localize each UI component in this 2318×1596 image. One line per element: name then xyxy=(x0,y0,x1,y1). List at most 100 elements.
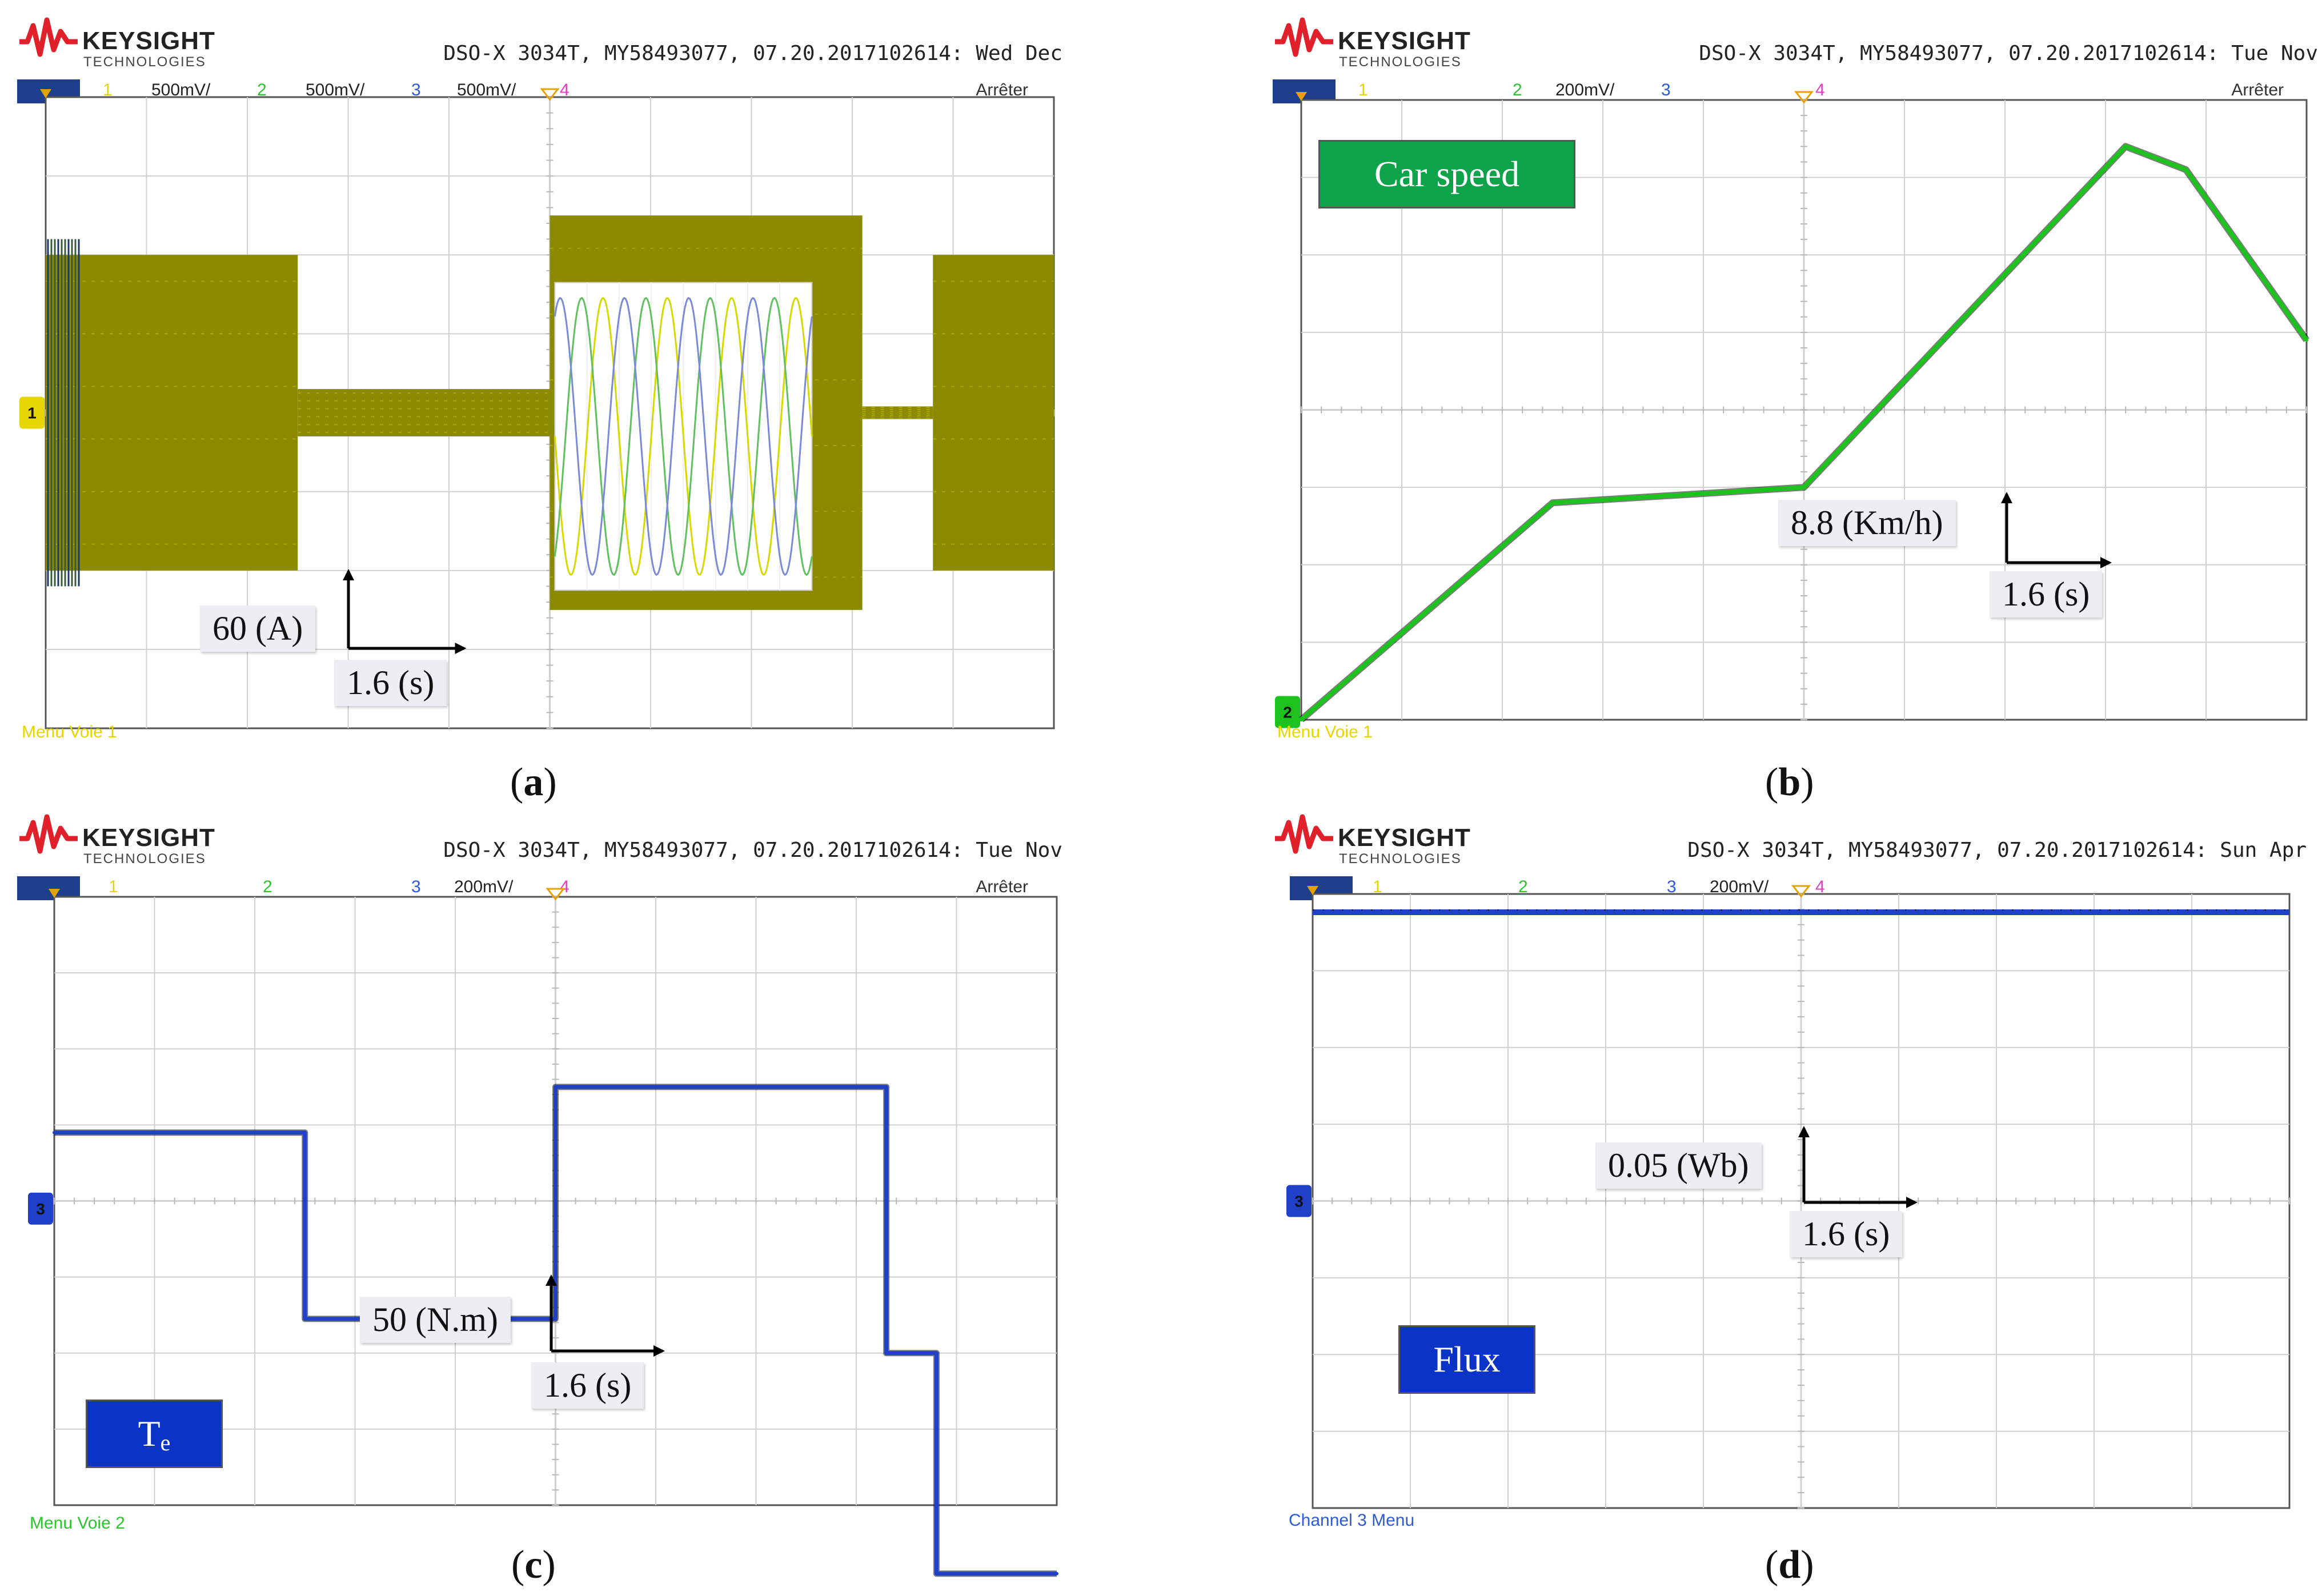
ch3-number[interactable]: 3 xyxy=(1661,81,1671,99)
data-point xyxy=(1055,1571,1058,1575)
date-text: Tue Nov xyxy=(976,839,1062,862)
ground-marker-label: 3 xyxy=(1294,1193,1304,1210)
channel-menu-label[interactable]: Menu Voie 1 xyxy=(22,723,117,741)
scope-panel-a: KEYSIGHT TECHNOLOGIES DSO-X 3034T, MY584… xyxy=(17,14,1062,780)
x-scale-label: 1.6 (s) xyxy=(531,1362,644,1409)
time-ref-marker-icon xyxy=(1296,92,1307,101)
keysight-logo-icon xyxy=(1275,17,1333,57)
ch3-number[interactable]: 3 xyxy=(411,877,421,896)
model-prefix: DSO-X 3034T, MY58493077, 07.20.201710261… xyxy=(443,42,964,65)
scope-header: KEYSIGHT TECHNOLOGIES DSO-X 3034T, MY584… xyxy=(17,14,1062,111)
keysight-logo-icon xyxy=(1275,814,1333,854)
arrow-right-icon xyxy=(1906,1197,1918,1208)
model-info: DSO-X 3034T, MY58493077, 07.20.201710261… xyxy=(1699,42,2318,65)
model-info: DSO-X 3034T, MY58493077, 07.20.201710261… xyxy=(1687,839,2307,862)
trigger-marker-icon xyxy=(1794,91,1814,104)
scope-panel-c: KEYSIGHT TECHNOLOGIES DSO-X 3034T, MY584… xyxy=(17,811,1062,1577)
ch4-number[interactable]: 4 xyxy=(1815,81,1825,99)
scope-header: KEYSIGHT TECHNOLOGIES DSO-X 3034T, MY584… xyxy=(17,811,1062,908)
caption-d: (d) xyxy=(1765,1543,1814,1587)
trigger-marker-icon xyxy=(546,888,566,901)
scope-header: KEYSIGHT TECHNOLOGIES DSO-X 3034T, MY584… xyxy=(1273,811,2318,908)
x-scale-label: 1.6 (s) xyxy=(1790,1211,1903,1257)
caption-b: (b) xyxy=(1765,760,1814,804)
arrow-right-icon xyxy=(2100,557,2112,568)
ch1-number[interactable]: 1 xyxy=(103,81,113,99)
brand-name: KEYSIGHT xyxy=(82,27,215,55)
data-point xyxy=(303,1130,307,1134)
ch3-number[interactable]: 3 xyxy=(411,81,421,99)
data-point xyxy=(884,1351,888,1355)
model-prefix: DSO-X 3034T, MY58493077, 07.20.201710261… xyxy=(1699,42,2219,65)
y-scale-label: 0.05 (Wb) xyxy=(1595,1142,1762,1189)
phase-current-line xyxy=(554,297,813,576)
scope-panel-d: KEYSIGHT TECHNOLOGIES DSO-X 3034T, MY584… xyxy=(1273,811,2318,1554)
ch1-number[interactable]: 1 xyxy=(1373,877,1382,896)
arrow-right-icon xyxy=(653,1345,665,1357)
ch2-scale: 200mV/ xyxy=(1555,81,1615,99)
channel-menu-label[interactable]: Menu Voie 2 xyxy=(30,1514,125,1533)
trigger-marker-icon xyxy=(540,88,560,101)
signal-tag: Flux xyxy=(1398,1325,1535,1394)
trigger-marker-icon xyxy=(1791,885,1811,898)
data-point xyxy=(53,1130,56,1134)
time-ref-marker-icon xyxy=(49,889,60,898)
ground-marker-icon xyxy=(1286,1185,1312,1217)
ch2-number[interactable]: 2 xyxy=(1513,81,1522,99)
channel-bar: 1 2 3 200mV/ 4 Arrêter xyxy=(17,874,1062,903)
date-text: Sun Apr xyxy=(2220,839,2307,862)
ch1-number[interactable]: 1 xyxy=(1358,81,1368,99)
caption-c: (c) xyxy=(511,1543,556,1587)
model-prefix: DSO-X 3034T, MY58493077, 07.20.201710261… xyxy=(1687,839,2208,862)
data-point xyxy=(1300,718,1303,721)
ground-marker-icon xyxy=(19,396,45,429)
arrow-up-icon xyxy=(2001,492,2012,503)
data-point xyxy=(303,1317,307,1321)
current-envelope-block xyxy=(298,389,550,436)
ground-marker-icon xyxy=(1275,696,1300,728)
brand-name: KEYSIGHT xyxy=(1338,824,1471,852)
signal-tag: Car speed xyxy=(1318,140,1575,208)
ch4-number[interactable]: 4 xyxy=(1815,877,1825,896)
phase-current-line xyxy=(554,296,813,576)
data-point xyxy=(1551,501,1554,505)
ch3-number[interactable]: 3 xyxy=(1667,877,1677,896)
ch2-number[interactable]: 2 xyxy=(1518,877,1528,896)
model-prefix: DSO-X 3034T, MY58493077, 07.20.201710261… xyxy=(443,839,964,862)
data-point xyxy=(935,1351,939,1355)
data-point xyxy=(2184,168,2188,172)
arrow-up-icon xyxy=(1798,1126,1810,1137)
series-line xyxy=(1300,144,2309,722)
ch3-scale: 200mV/ xyxy=(454,877,514,896)
tag-subscript: e xyxy=(160,1429,171,1455)
stopped-status: Arrêter xyxy=(976,877,1028,896)
y-scale-label: 60 (A) xyxy=(200,605,316,652)
data-point xyxy=(2124,145,2128,149)
stopped-status: Arrêter xyxy=(2231,81,2284,99)
data-point xyxy=(554,1085,558,1089)
data-point xyxy=(884,1085,888,1089)
ch4-number[interactable]: 4 xyxy=(560,81,570,99)
ch2-number[interactable]: 2 xyxy=(263,877,272,896)
data-point xyxy=(2305,338,2308,342)
model-info: DSO-X 3034T, MY58493077, 07.20.201710261… xyxy=(443,839,1062,862)
ch2-number[interactable]: 2 xyxy=(257,81,267,99)
y-scale-label: 50 (N.m) xyxy=(360,1297,511,1343)
series-line xyxy=(54,1085,1057,1576)
ground-marker-icon xyxy=(28,1192,53,1225)
channel-menu-label[interactable]: Menu Voie 1 xyxy=(1277,723,1373,741)
ground-marker-label: 3 xyxy=(36,1200,45,1218)
arrow-up-icon xyxy=(343,569,354,580)
keysight-logo-icon xyxy=(19,17,78,57)
waveform-plot: 3 xyxy=(1286,885,2291,1509)
time-ref-marker-icon xyxy=(40,89,51,98)
date-text: Wed Dec xyxy=(976,42,1062,65)
waveform-plot: 1 xyxy=(19,88,1055,729)
ch1-number[interactable]: 1 xyxy=(109,877,118,896)
brand-subtitle: TECHNOLOGIES xyxy=(1339,54,1462,70)
brand-name: KEYSIGHT xyxy=(1338,27,1471,55)
channel-menu-label[interactable]: Channel 3 Menu xyxy=(1289,1511,1415,1530)
brand-name: KEYSIGHT xyxy=(82,824,215,852)
phase-current-line xyxy=(554,296,813,576)
date-text: Tue Nov xyxy=(2231,42,2318,65)
